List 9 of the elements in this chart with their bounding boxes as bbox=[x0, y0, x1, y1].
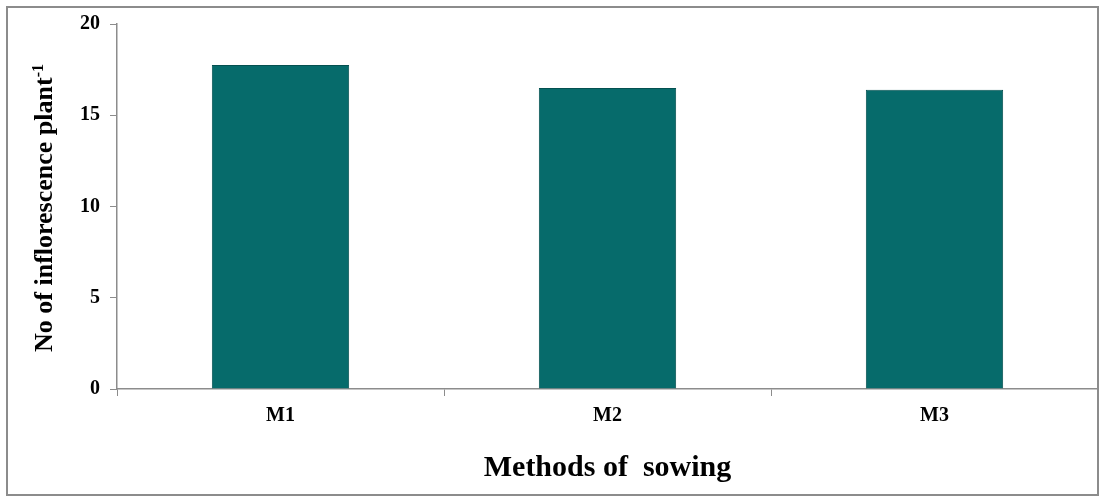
y-tick-label: 20 bbox=[80, 11, 100, 34]
x-tick-label: M1 bbox=[266, 403, 295, 426]
y-tick-label: 10 bbox=[80, 193, 100, 216]
x-axis-title: Methods of sowing bbox=[483, 448, 732, 482]
x-tick-label: M3 bbox=[920, 403, 949, 426]
y-tick-label: 15 bbox=[80, 102, 100, 125]
y-tick-label: 0 bbox=[90, 376, 100, 399]
y-tick-label: 5 bbox=[90, 284, 100, 307]
x-tick-label: M2 bbox=[593, 403, 622, 426]
